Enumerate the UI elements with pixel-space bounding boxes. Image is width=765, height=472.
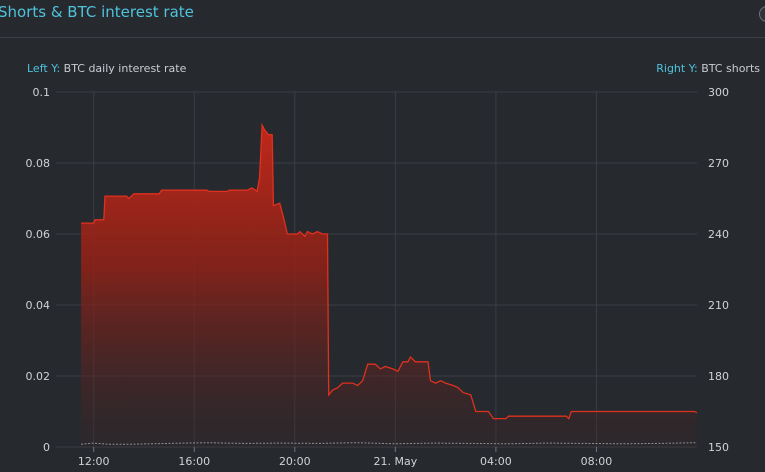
x-tick-label: 21. May [373,455,417,468]
interest-rate-line [81,442,698,445]
left-y-tick-label: 0.04 [26,299,51,312]
right-y-tick-label: 240 [708,228,729,241]
right-y-tick-label: 180 [708,370,729,383]
interest-rate-line-group [81,442,698,445]
shorts-area-fill [81,125,698,447]
x-tick-label: 12:00 [78,455,110,468]
left-axis-caption: Left Y: BTC daily interest rate [27,62,186,75]
right-y-tick-label: 270 [708,157,729,170]
x-tick-label: 04:00 [480,455,512,468]
left-y-tick-label: 0 [43,441,50,454]
left-y-tick-label: 0.02 [26,370,51,383]
right-y-tick-label: 300 [708,86,729,99]
left-y-tick-label: 0.06 [26,228,51,241]
left-axis-caption-key: Left Y: [27,62,61,75]
x-tick-label: 16:00 [178,455,210,468]
right-y-tick-label: 210 [708,299,729,312]
x-tick-label: 08:00 [581,455,613,468]
chart-header: Shorts & BTC interest rate [0,0,765,38]
left-y-tick-label: 0.08 [26,157,51,170]
right-axis-caption-key: Right Y: [656,62,698,75]
left-y-tick-label: 0.1 [33,86,51,99]
shorts-area-group [81,122,698,447]
chart-title: Shorts & BTC interest rate [0,3,194,21]
right-axis-caption: Right Y: BTC shorts [656,62,760,75]
x-tick-label: 20:00 [279,455,311,468]
right-axis-caption-text: BTC shorts [701,62,760,75]
right-y-tick-label: 150 [708,441,729,454]
shorts-line [81,122,698,420]
left-axis-caption-text: BTC daily interest rate [63,62,187,75]
axis-labels: 0 150 0.02 180 0.04 210 0.06 240 0.08 270 0.1 300 12… [26,86,730,468]
